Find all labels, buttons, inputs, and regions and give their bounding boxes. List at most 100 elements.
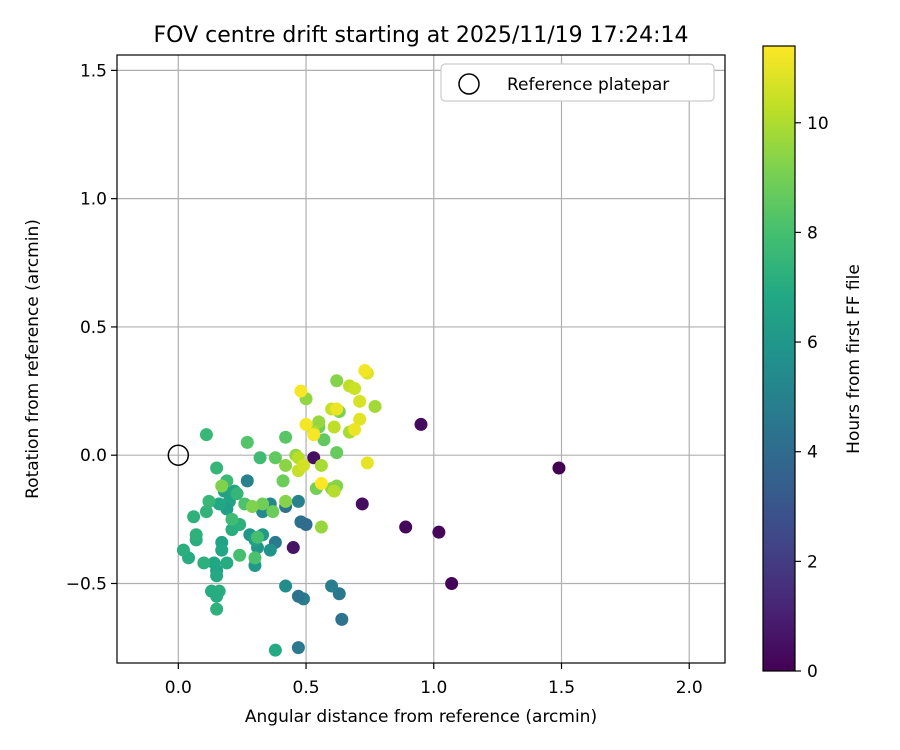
colorbar-gradient [762, 45, 796, 672]
data-point [353, 394, 367, 408]
data-point [215, 543, 229, 557]
x-tick-label: 0.5 [293, 678, 320, 698]
plot-frame [116, 54, 726, 664]
data-point [210, 589, 224, 603]
data-point [299, 417, 313, 431]
data-point [552, 461, 566, 475]
data-point [294, 384, 308, 398]
legend-label: Reference platepar [507, 75, 669, 95]
data-point [445, 576, 459, 590]
data-point [225, 512, 239, 526]
data-point [230, 487, 244, 501]
colorbar-tick-label: 4 [807, 443, 818, 463]
data-point [202, 494, 216, 508]
data-point [299, 517, 313, 531]
data-point [199, 505, 213, 519]
colorbar-label: Hours from first FF file [844, 264, 864, 454]
data-point [327, 484, 341, 498]
data-point [314, 520, 328, 534]
data-point [279, 494, 293, 508]
colorbar-tick-label: 6 [807, 333, 818, 353]
legend: Reference platepar [440, 63, 715, 102]
data-point [296, 458, 310, 472]
y-tick-label: 0.0 [80, 446, 107, 466]
data-point [279, 430, 293, 444]
data-point [266, 505, 280, 519]
data-point [187, 510, 201, 524]
data-point [215, 479, 229, 493]
data-point [335, 612, 349, 626]
x-axis-label: Angular distance from reference (arcmin) [245, 707, 597, 727]
y-axis-label: Rotation from reference (arcmin) [23, 219, 43, 499]
data-point [307, 428, 321, 442]
colorbar-tick-label: 0 [807, 662, 818, 682]
y-tick-label: 1.5 [80, 61, 107, 81]
data-point [291, 589, 305, 603]
data-point [210, 602, 224, 616]
colorbar-ticks: 0 2 4 6 8 10 [795, 114, 829, 682]
data-point [317, 433, 331, 447]
data-point [353, 412, 367, 426]
data-point [253, 451, 267, 465]
x-tick-label: 1.0 [420, 678, 447, 698]
data-point [279, 458, 293, 472]
data-point [279, 579, 293, 593]
data-point [314, 476, 328, 490]
y-tick-label: −0.5 [66, 574, 107, 594]
data-point [276, 474, 290, 488]
data-point [212, 497, 226, 511]
data-point [207, 556, 221, 570]
data-point [251, 530, 265, 544]
data-point [268, 643, 282, 657]
x-tick-label: 0.0 [165, 678, 192, 698]
x-axis-ticks: 0.0 0.5 1.0 1.5 2.0 [165, 663, 703, 698]
grid [117, 55, 725, 663]
data-point [360, 456, 374, 470]
data-point [325, 579, 339, 593]
data-point [248, 551, 262, 565]
colorbar-tick-label: 10 [807, 114, 829, 134]
data-point [355, 497, 369, 511]
data-points [176, 364, 566, 657]
data-point [245, 500, 259, 514]
colorbar: 0 2 4 6 8 10 Hours from first FF file [762, 45, 864, 682]
data-point [368, 399, 382, 413]
data-point [348, 423, 362, 437]
data-point [291, 494, 305, 508]
legend-open-circle-marker [458, 73, 480, 95]
data-point [189, 528, 203, 542]
data-point [240, 474, 254, 488]
y-tick-label: 1.0 [80, 190, 107, 210]
data-point [233, 548, 247, 562]
data-point [314, 458, 328, 472]
colorbar-tick-label: 8 [807, 223, 818, 243]
data-point [225, 523, 239, 537]
data-point [312, 415, 326, 429]
data-point [220, 556, 234, 570]
data-point [176, 543, 190, 557]
data-point [240, 435, 254, 449]
data-point [358, 364, 372, 378]
data-point [330, 446, 344, 460]
chart-title: FOV centre drift starting at 2025/11/19 … [154, 23, 689, 48]
reference-platepar-marker [167, 444, 190, 466]
data-point [399, 520, 413, 534]
colorbar-tick-label: 2 [807, 552, 818, 572]
legend-box [440, 63, 715, 102]
data-point [414, 417, 428, 431]
data-point [210, 461, 224, 475]
data-point [348, 382, 362, 396]
data-point [286, 541, 300, 555]
data-point [199, 428, 213, 442]
data-point [256, 497, 270, 511]
data-point [330, 402, 344, 416]
data-point [330, 374, 344, 388]
data-point [263, 543, 277, 557]
y-tick-label: 0.5 [80, 318, 107, 338]
data-point [327, 420, 341, 434]
data-point [268, 451, 282, 465]
x-tick-label: 1.5 [548, 678, 575, 698]
y-axis-ticks: −0.5 0.0 0.5 1.0 1.5 [66, 61, 117, 594]
data-point [210, 569, 224, 583]
